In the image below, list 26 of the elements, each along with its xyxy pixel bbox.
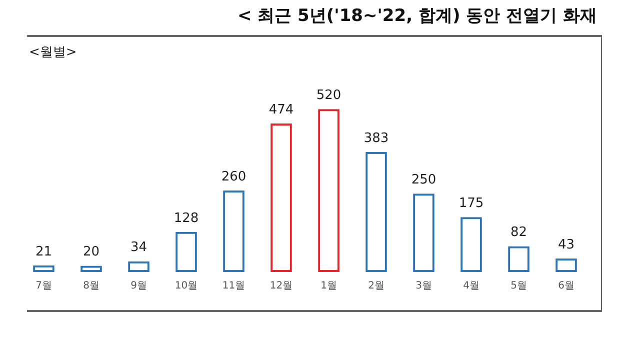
data-label: 260 [221,169,246,184]
x-tick-label: 5월 [510,280,527,292]
x-tick-label: 7월 [36,280,52,292]
chart-subtitle: <월별> [29,44,77,61]
data-label: 82 [510,225,528,240]
x-tick-label: 3월 [416,280,432,292]
x-tick-label: 10월 [174,280,198,292]
chart-title: < 최근 5년('18~'22, 합계) 동안 전열기 화재 [237,5,597,27]
x-tick-label: 9월 [130,280,147,292]
x-tick-label: 11월 [222,280,246,292]
x-tick-label: 1월 [320,280,337,292]
data-label: 383 [364,130,389,146]
data-label: 175 [458,196,484,212]
data-label: 34 [130,240,148,256]
data-label: 20 [82,244,100,260]
x-tick-label: 6월 [558,280,574,292]
x-tick-label: 4월 [463,280,480,292]
data-label: 520 [316,88,342,103]
data-label: 474 [268,102,294,118]
x-tick-label: 2월 [368,280,384,292]
x-tick-label: 12월 [270,280,293,292]
data-label: 250 [411,172,436,188]
x-tick-label: 8월 [83,280,100,292]
data-label: 21 [35,244,52,260]
data-label: 43 [558,237,575,252]
data-label: 128 [174,210,199,226]
